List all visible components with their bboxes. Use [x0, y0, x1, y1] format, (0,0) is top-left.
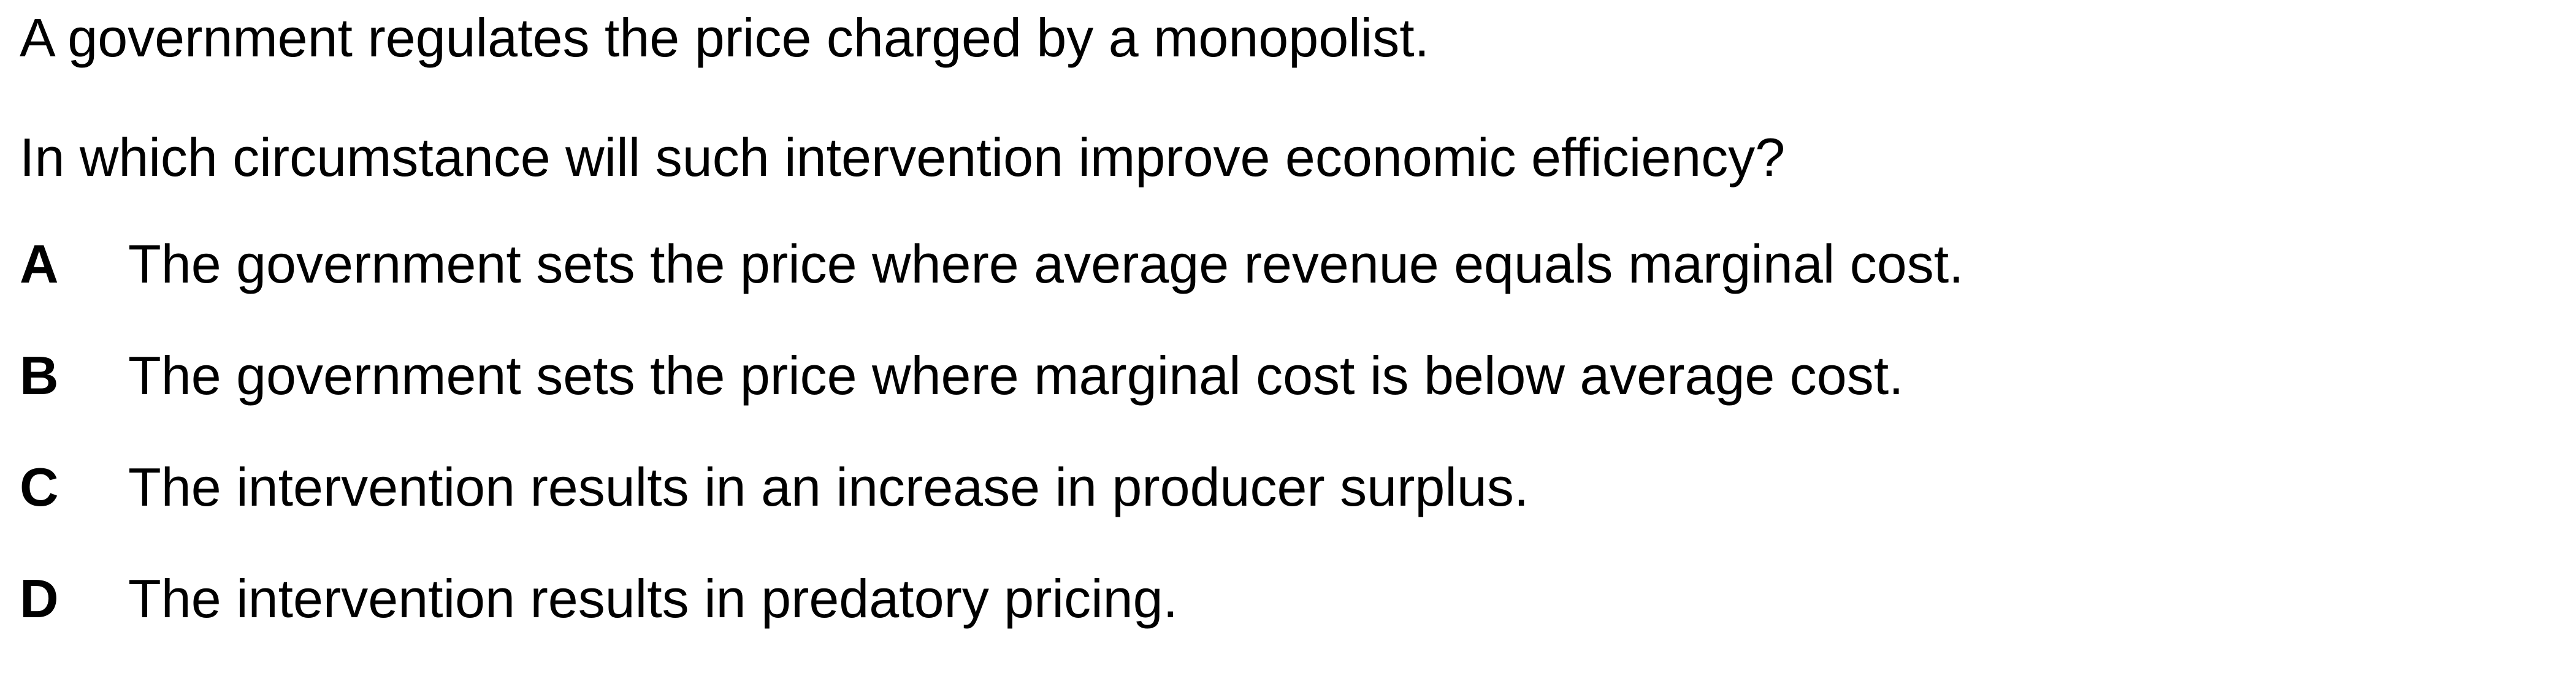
option-letter: B [20, 345, 59, 406]
option-c[interactable]: C The intervention results in an increas… [20, 460, 2534, 514]
option-text: The intervention results in an increase … [128, 457, 1529, 517]
answer-options: A The government sets the price where av… [20, 237, 2534, 626]
option-letter: D [20, 568, 59, 629]
question-intro: A government regulates the price charged… [20, 7, 1430, 68]
option-letter: A [20, 234, 59, 294]
option-text: The intervention results in predatory pr… [128, 568, 1178, 629]
option-text: The government sets the price where marg… [128, 345, 1904, 406]
question-block: A government regulates the price charged… [20, 11, 2534, 626]
option-d[interactable]: D The intervention results in predatory … [20, 572, 2534, 626]
option-a[interactable]: A The government sets the price where av… [20, 237, 2534, 291]
option-letter: C [20, 457, 59, 517]
question-prompt: In which circumstance will such interven… [20, 127, 1786, 188]
option-text: The government sets the price where aver… [128, 234, 1964, 294]
option-b[interactable]: B The government sets the price where ma… [20, 349, 2534, 403]
